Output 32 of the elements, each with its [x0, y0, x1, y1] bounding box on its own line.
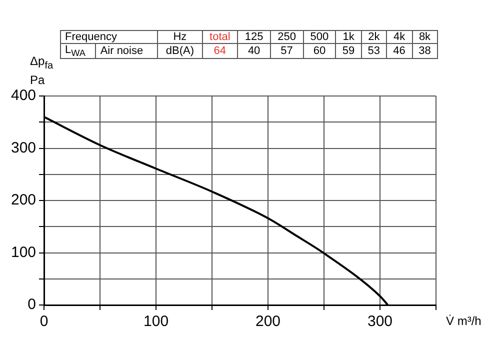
text: 250	[270, 30, 304, 44]
text: 2k	[361, 30, 387, 44]
x-tick-label: 300	[367, 313, 393, 330]
text: 46	[386, 44, 412, 59]
x-tick-label: 100	[144, 313, 169, 330]
y-tick-label: 300	[10, 139, 36, 156]
y-tick-label: 0	[28, 296, 36, 314]
y-tick-label: 100	[10, 244, 36, 261]
text: 53	[361, 44, 387, 59]
text: 59	[336, 44, 362, 59]
x-axis-title: V̇ m³/h	[446, 314, 482, 328]
text: 8k	[412, 30, 438, 44]
text: 500	[303, 30, 336, 44]
text: Hz	[158, 30, 202, 44]
y-tick-label: 200	[10, 192, 36, 209]
x-tick-label: 200	[255, 313, 281, 330]
text: 60	[303, 44, 336, 59]
text: 57	[270, 44, 304, 59]
x-tick-label: 0	[40, 313, 48, 330]
text: L$_{WA}$	[60, 44, 96, 59]
text: 4k	[386, 30, 412, 44]
text: dB(A)	[158, 44, 202, 59]
text: 125	[238, 30, 270, 44]
text: total	[202, 30, 238, 44]
text: 1k	[336, 30, 362, 44]
text: 38	[412, 44, 438, 59]
text: 40	[238, 44, 270, 59]
y-tick-label: 400	[10, 87, 36, 104]
y-axis-title: Δp$_{fa}$ Pa	[30, 54, 54, 88]
text: Frequency	[60, 30, 158, 44]
text: Air noise	[96, 44, 158, 59]
text: 64	[202, 44, 238, 59]
